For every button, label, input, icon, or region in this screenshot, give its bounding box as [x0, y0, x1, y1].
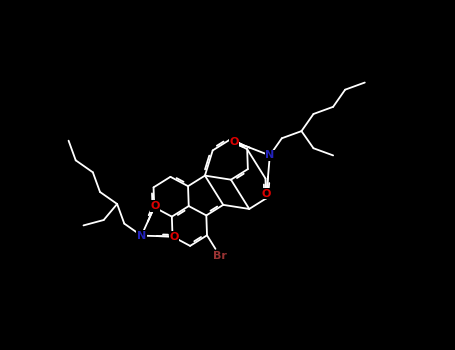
Text: Br: Br [213, 251, 227, 261]
Text: O: O [229, 136, 238, 147]
Text: O: O [150, 201, 160, 211]
Text: O: O [262, 189, 271, 199]
Text: N: N [265, 150, 274, 160]
Text: O: O [169, 232, 179, 242]
Text: N: N [137, 231, 146, 241]
